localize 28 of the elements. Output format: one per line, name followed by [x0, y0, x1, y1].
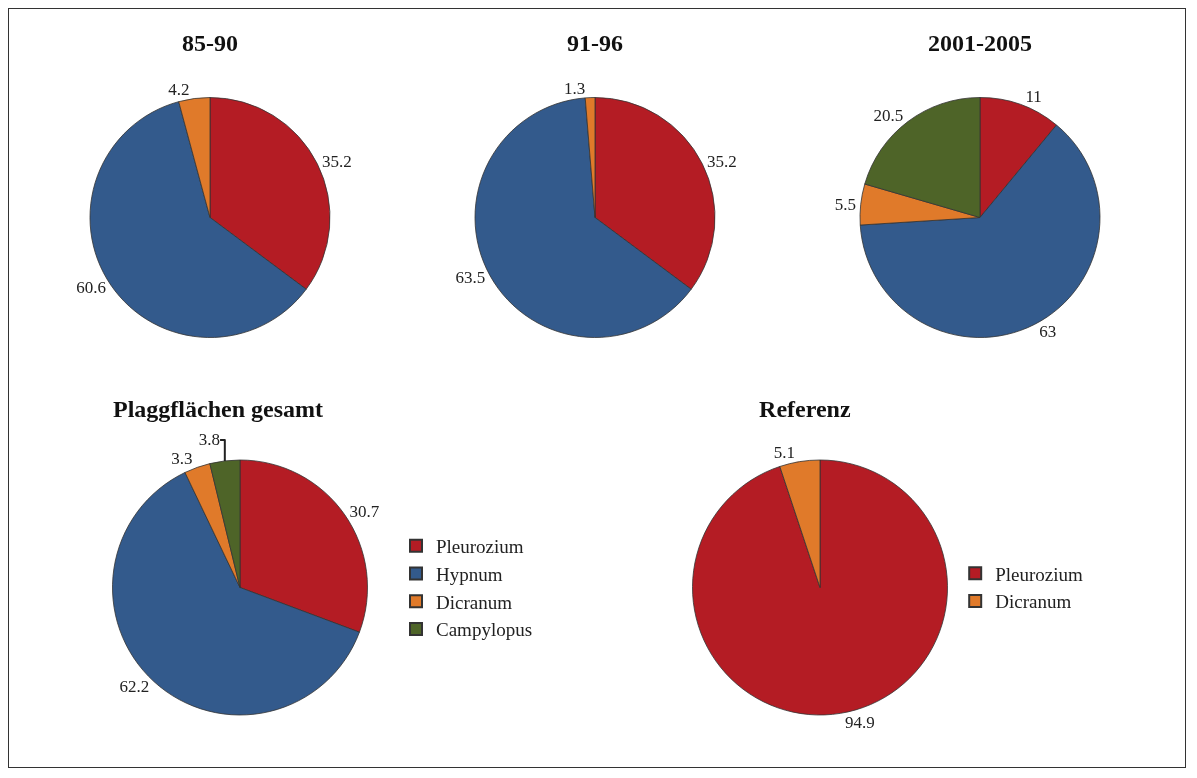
data-label: 3.3: [171, 449, 193, 469]
chart-title: Plaggflächen gesamt: [113, 395, 323, 422]
data-label: 35.2: [707, 152, 737, 172]
data-label: 11: [1025, 86, 1042, 106]
data-label: 35.2: [322, 152, 352, 172]
legend-label: Dicranum: [995, 591, 1072, 613]
legend-label: Campylopus: [436, 619, 533, 641]
data-label: 60.6: [76, 278, 106, 298]
data-label: 5.5: [834, 194, 856, 214]
data-label: 94.9: [845, 713, 875, 733]
data-label: 1.3: [564, 78, 586, 98]
data-label: 30.7: [349, 502, 380, 522]
legend-label: Pleurozium: [436, 536, 524, 558]
chart-title: Referenz: [759, 395, 851, 422]
legend-label: Hypnum: [436, 563, 503, 585]
legend-label: Pleurozium: [995, 563, 1084, 585]
chart-title: 91-96: [567, 30, 623, 57]
data-label: 4.2: [168, 79, 190, 99]
chart-title: 85-90: [182, 30, 238, 57]
data-label: 5.1: [773, 442, 795, 462]
data-label: 62.2: [119, 677, 150, 697]
pie-slice: [692, 459, 948, 716]
legend-label: Dicranum: [436, 591, 513, 613]
data-label: 20.5: [873, 105, 904, 125]
chart-title: 2001-2005: [928, 30, 1032, 57]
data-label: 3.8: [198, 430, 221, 450]
data-label: 63: [1039, 322, 1057, 342]
data-label: 63.5: [455, 268, 486, 288]
